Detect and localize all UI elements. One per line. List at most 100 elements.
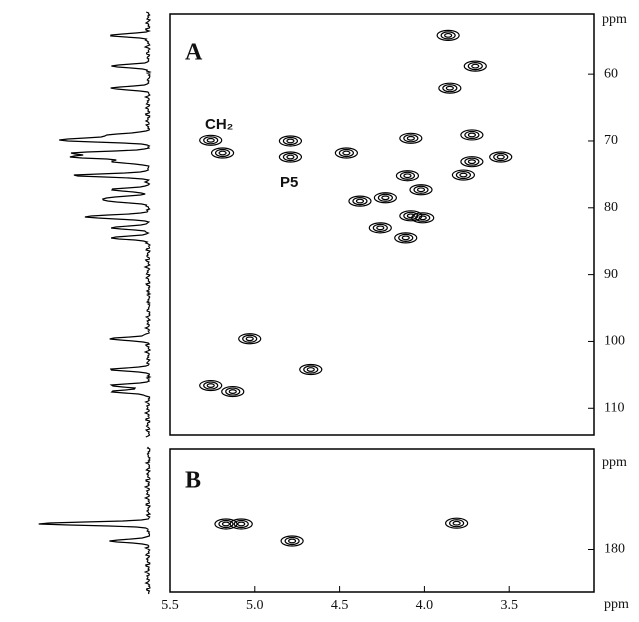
contour	[403, 134, 419, 143]
y-tick-label: 80	[604, 200, 618, 215]
contour	[467, 62, 483, 71]
contour	[464, 130, 480, 140]
y-tick-label: 180	[604, 542, 625, 557]
contour	[436, 29, 460, 41]
contour	[415, 213, 431, 222]
contour	[338, 148, 354, 158]
contour	[409, 184, 433, 196]
contour	[411, 212, 435, 224]
contour	[444, 32, 453, 38]
annotation: CH₂	[205, 116, 233, 133]
contour	[438, 82, 462, 94]
x-tick-label: 4.0	[416, 598, 434, 613]
panel-label: A	[185, 40, 203, 66]
contour	[348, 195, 372, 207]
contour	[342, 150, 351, 156]
contour	[278, 135, 303, 147]
contour	[284, 536, 300, 546]
y-axis-label: ppm	[602, 12, 627, 27]
contour	[303, 365, 319, 374]
contour	[403, 173, 412, 179]
y-tick-label: 100	[604, 334, 625, 349]
contour	[242, 334, 258, 343]
contour	[459, 172, 468, 178]
contour	[233, 519, 249, 529]
contour	[334, 147, 358, 159]
contour	[451, 169, 476, 181]
contour	[395, 170, 420, 182]
x-axis-label: ppm	[604, 597, 629, 612]
contour	[214, 518, 238, 530]
contour	[199, 379, 223, 392]
contour	[489, 151, 513, 163]
contour	[373, 192, 397, 204]
contour	[401, 235, 410, 241]
x-tick-label: 4.5	[331, 598, 349, 613]
contour	[467, 132, 476, 138]
y-tick-label: 90	[604, 267, 618, 282]
contour	[471, 63, 480, 69]
contour	[372, 223, 388, 232]
contour	[210, 147, 235, 159]
contour	[352, 197, 368, 206]
y-axis-label: ppm	[602, 455, 627, 470]
panel-label: B	[185, 468, 201, 494]
contour	[449, 519, 465, 528]
contour	[206, 383, 215, 388]
contour	[398, 233, 414, 242]
contour	[496, 154, 505, 160]
contour	[464, 157, 480, 166]
contour	[445, 85, 454, 91]
contour	[282, 136, 299, 146]
contour	[406, 135, 415, 141]
contour	[463, 60, 487, 72]
y-tick-label: 110	[604, 400, 624, 415]
contour	[221, 385, 245, 398]
contour	[376, 225, 385, 231]
contour	[306, 367, 315, 372]
contour	[218, 150, 227, 156]
contour	[278, 151, 303, 163]
contour	[445, 517, 469, 529]
contour	[229, 518, 253, 530]
contour	[493, 152, 509, 162]
x-tick-label: 5.0	[246, 598, 264, 613]
contour	[467, 159, 476, 165]
contour	[418, 215, 427, 221]
contour	[442, 84, 458, 93]
contour	[452, 520, 461, 526]
contour	[440, 31, 456, 40]
contour	[394, 232, 418, 244]
projection	[59, 11, 152, 438]
contour	[377, 193, 393, 202]
annotation: P5	[280, 174, 298, 191]
contour	[355, 198, 365, 204]
contour	[286, 154, 295, 160]
contour	[460, 129, 484, 141]
y-tick-label: 70	[604, 133, 618, 148]
panel-b-frame	[169, 448, 595, 593]
contour	[368, 222, 392, 234]
contour	[225, 387, 241, 396]
x-tick-label: 3.5	[500, 598, 518, 613]
contour	[280, 535, 304, 547]
contour	[218, 519, 234, 529]
contour	[214, 148, 231, 158]
x-tick-label: 5.5	[161, 598, 179, 613]
contour	[199, 134, 223, 146]
contour	[460, 156, 484, 168]
contour	[237, 521, 246, 527]
contour	[286, 138, 295, 144]
contour	[406, 213, 415, 219]
contour	[206, 137, 215, 143]
panel-a-frame	[169, 13, 595, 436]
contour	[221, 521, 231, 527]
contour	[238, 333, 262, 345]
projection	[38, 446, 152, 595]
contour	[203, 136, 219, 145]
y-tick-label: 60	[604, 66, 618, 81]
contour	[245, 336, 254, 342]
contour	[399, 171, 416, 180]
